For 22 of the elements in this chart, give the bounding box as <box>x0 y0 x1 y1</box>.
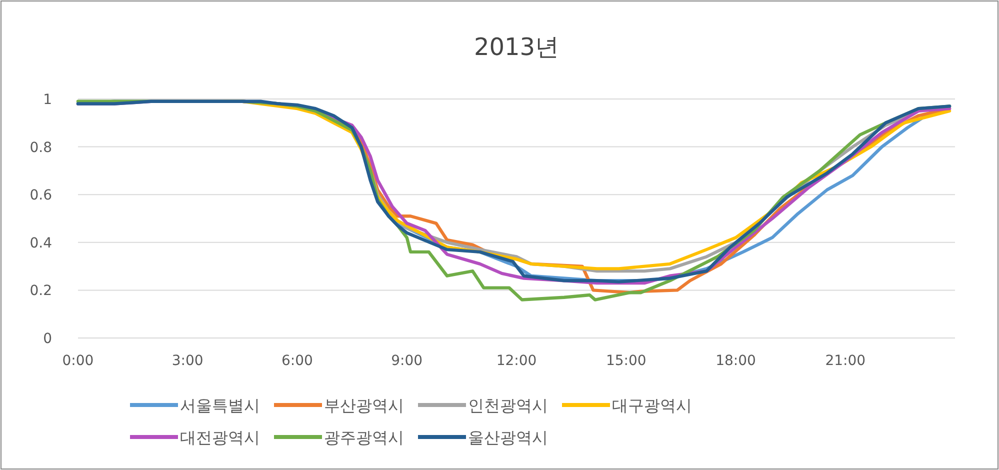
y-tick-label: 0.6 <box>30 188 52 204</box>
legend-label: 울산광역시 <box>468 428 548 447</box>
y-tick-label: 0.8 <box>30 140 52 156</box>
legend-label: 부산광역시 <box>324 396 404 415</box>
x-tick-label: 3:00 <box>172 353 204 369</box>
legend-label: 광주광역시 <box>324 428 404 447</box>
x-tick-label: 15:00 <box>606 353 646 369</box>
legend-label: 인천광역시 <box>468 396 548 415</box>
legend-label: 대전광역시 <box>180 428 260 447</box>
x-tick-label: 0:00 <box>62 353 94 369</box>
x-tick-label: 21:00 <box>825 353 866 369</box>
legend-label: 서울특별시 <box>180 396 260 415</box>
legend-label: 대구광역시 <box>612 396 692 415</box>
x-tick-label: 9:00 <box>391 353 423 369</box>
y-tick-label: 0 <box>43 331 52 347</box>
y-tick-label: 0.2 <box>30 283 52 300</box>
y-tick-label: 0.4 <box>30 235 52 252</box>
x-tick-label: 18:00 <box>716 353 756 369</box>
x-tick-label: 12:00 <box>496 353 537 369</box>
chart-title: 2013년 <box>474 33 560 61</box>
y-tick-label: 1 <box>43 92 52 108</box>
x-tick-label: 6:00 <box>282 353 313 369</box>
